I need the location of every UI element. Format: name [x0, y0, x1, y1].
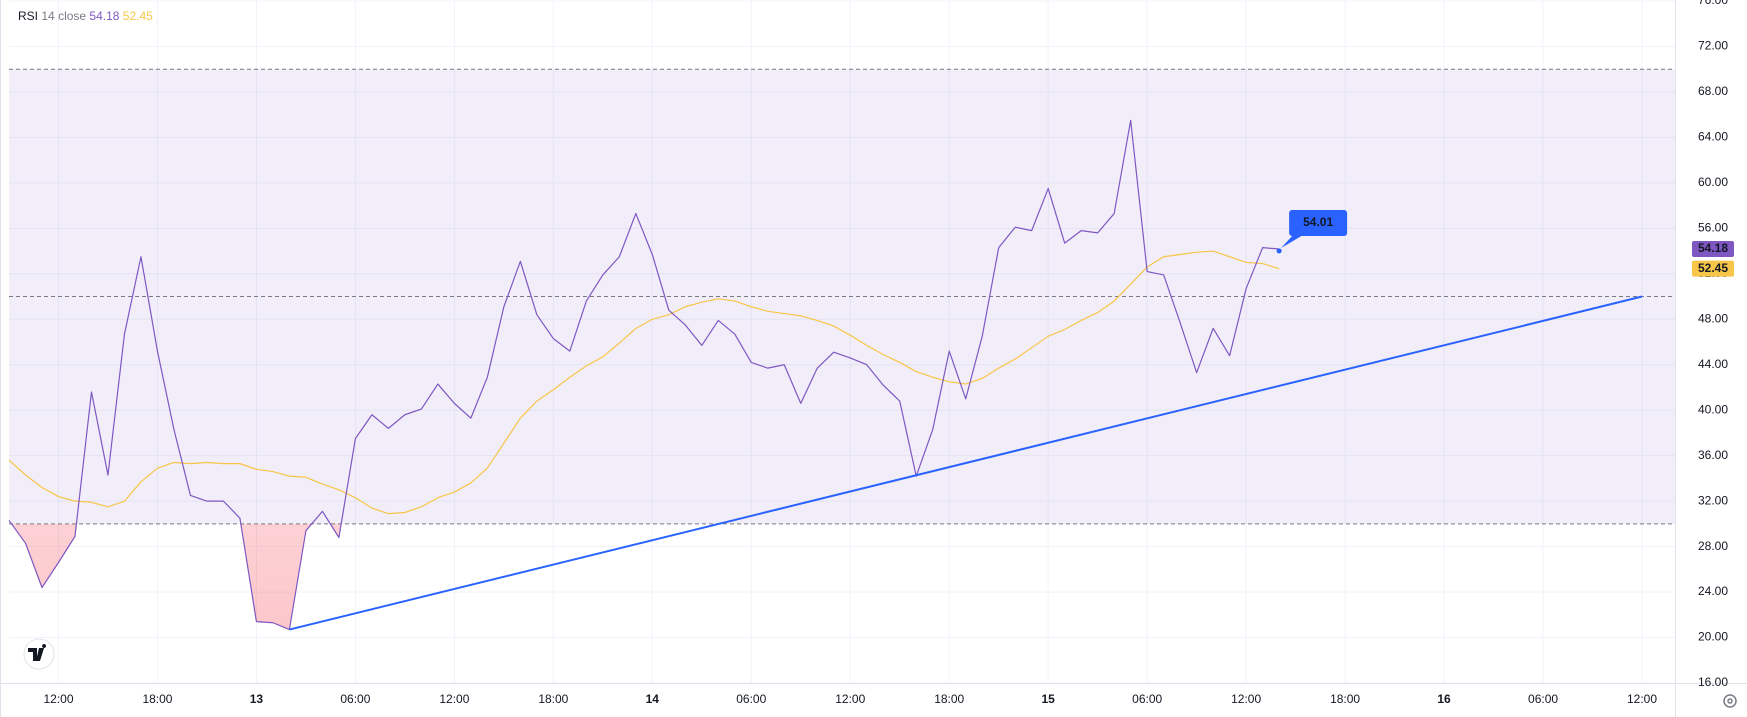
y-tick-label: 72.00	[1698, 39, 1728, 53]
x-tick-label: 12:00	[43, 692, 73, 706]
y-tick-label: 32.00	[1698, 493, 1728, 507]
x-tick-label: 06:00	[1132, 692, 1162, 706]
x-tick-label: 18:00	[934, 692, 964, 706]
y-tick-label: 76.00	[1698, 0, 1728, 7]
legend: RSI 14 close 54.18 52.45	[18, 9, 153, 23]
x-tick-label: 16	[1437, 692, 1451, 706]
x-tick-label: 18:00	[142, 692, 172, 706]
x-tick-label: 06:00	[340, 692, 370, 706]
x-tick-label: 12:00	[835, 692, 865, 706]
legend-rsi-value: 54.18	[89, 9, 119, 23]
price-badge	[1692, 241, 1734, 258]
y-tick-label: 64.00	[1698, 130, 1728, 144]
price-badge-label: 52.45	[1698, 261, 1728, 275]
y-tick-label: 68.00	[1698, 84, 1728, 98]
price-badge-label: 54.18	[1698, 241, 1728, 255]
x-tick-label: 15	[1042, 692, 1056, 706]
x-tick-label: 12:00	[1231, 692, 1261, 706]
rsi-line	[8, 119, 1280, 631]
x-tick-label: 18:00	[538, 692, 568, 706]
y-tick-label: 44.00	[1698, 357, 1728, 371]
indicator-length: 14	[41, 9, 55, 23]
indicator-source: close	[58, 9, 86, 23]
price-badge	[1692, 260, 1734, 277]
tradingview-logo[interactable]	[23, 638, 55, 670]
x-tick-label: 06:00	[736, 692, 766, 706]
crosshair-tag-label: 54.01	[1303, 215, 1333, 229]
y-tick-label: 56.00	[1698, 221, 1728, 235]
x-tick-label: 13	[250, 692, 264, 706]
y-tick-label: 24.00	[1698, 584, 1728, 598]
settings-button[interactable]	[1723, 694, 1737, 708]
y-tick-label: 20.00	[1698, 630, 1728, 644]
x-tick-label: 06:00	[1528, 692, 1558, 706]
y-tick-label: 60.00	[1698, 175, 1728, 189]
y-tick-label: 36.00	[1698, 448, 1728, 462]
x-tick-label: 12:00	[439, 692, 469, 706]
legend-ma-value: 52.45	[123, 9, 153, 23]
trendline	[289, 295, 1643, 631]
oversold-fill	[9, 523, 1280, 630]
indicator-name: RSI	[18, 9, 38, 23]
y-tick-label: 28.00	[1698, 539, 1728, 553]
crosshair-tag-tail	[1281, 234, 1304, 248]
crosshair-tag	[1289, 209, 1348, 236]
x-tick-label: 14	[646, 692, 660, 706]
y-tick-label: 16.00	[1698, 675, 1728, 689]
rsi-ma-line	[8, 250, 1280, 515]
y-tick-label: 40.00	[1698, 402, 1728, 416]
x-tick-label: 12:00	[1627, 692, 1657, 706]
y-tick-label: 48.00	[1698, 311, 1728, 325]
x-tick-label: 18:00	[1330, 692, 1360, 706]
crosshair-dot	[1276, 248, 1282, 254]
